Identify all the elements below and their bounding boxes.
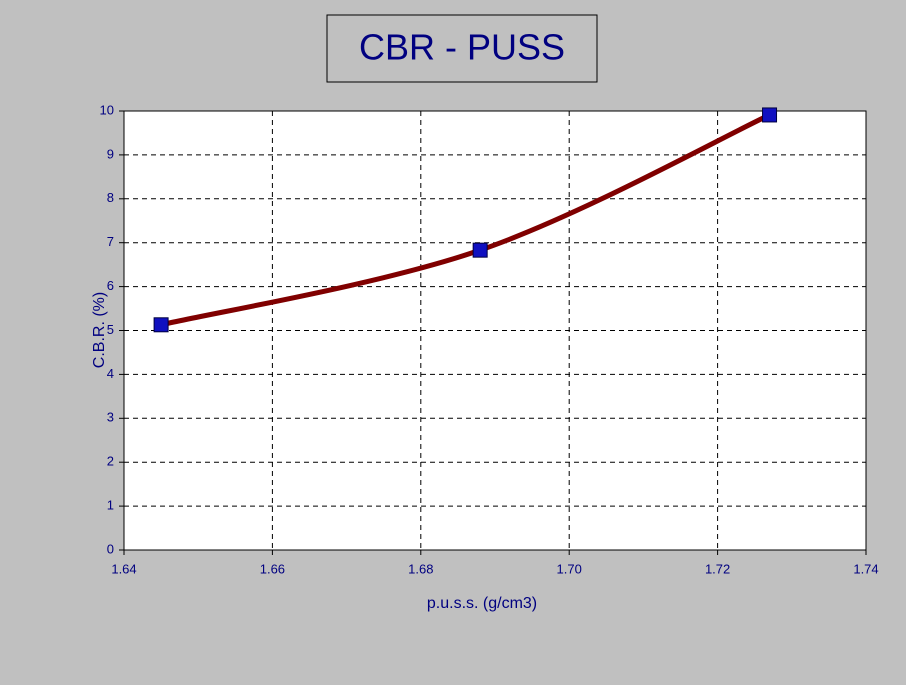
- y-tick-label: 0: [107, 541, 114, 556]
- x-axis-label: p.u.s.s. (g/cm3): [427, 595, 537, 612]
- y-tick-label: 1: [107, 498, 114, 513]
- y-tick-label: 8: [107, 190, 114, 205]
- y-tick-label: 9: [107, 146, 114, 161]
- x-tick-label: 1.68: [408, 561, 433, 576]
- x-tick-label: 1.64: [111, 561, 136, 576]
- y-tick-label: 7: [107, 234, 114, 249]
- data-marker: [762, 107, 778, 123]
- x-tick-label: 1.70: [557, 561, 582, 576]
- x-tick-label: 1.72: [705, 561, 730, 576]
- x-tick-label: 1.66: [260, 561, 285, 576]
- x-tick-label: 1.74: [853, 561, 878, 576]
- y-axis-label: C.B.R. (%): [91, 292, 108, 368]
- y-tick-label: 3: [107, 410, 114, 425]
- y-tick-label: 10: [100, 102, 114, 117]
- plot-border: [123, 110, 867, 551]
- data-marker: [472, 242, 488, 258]
- data-marker: [153, 317, 169, 333]
- y-tick-label: 5: [107, 322, 114, 337]
- title-box: [326, 14, 598, 83]
- y-tick-label: 4: [107, 366, 114, 381]
- chart-title: CBR - PUSS: [359, 27, 565, 68]
- y-tick-label: 6: [107, 278, 114, 293]
- y-tick-label: 2: [107, 454, 114, 469]
